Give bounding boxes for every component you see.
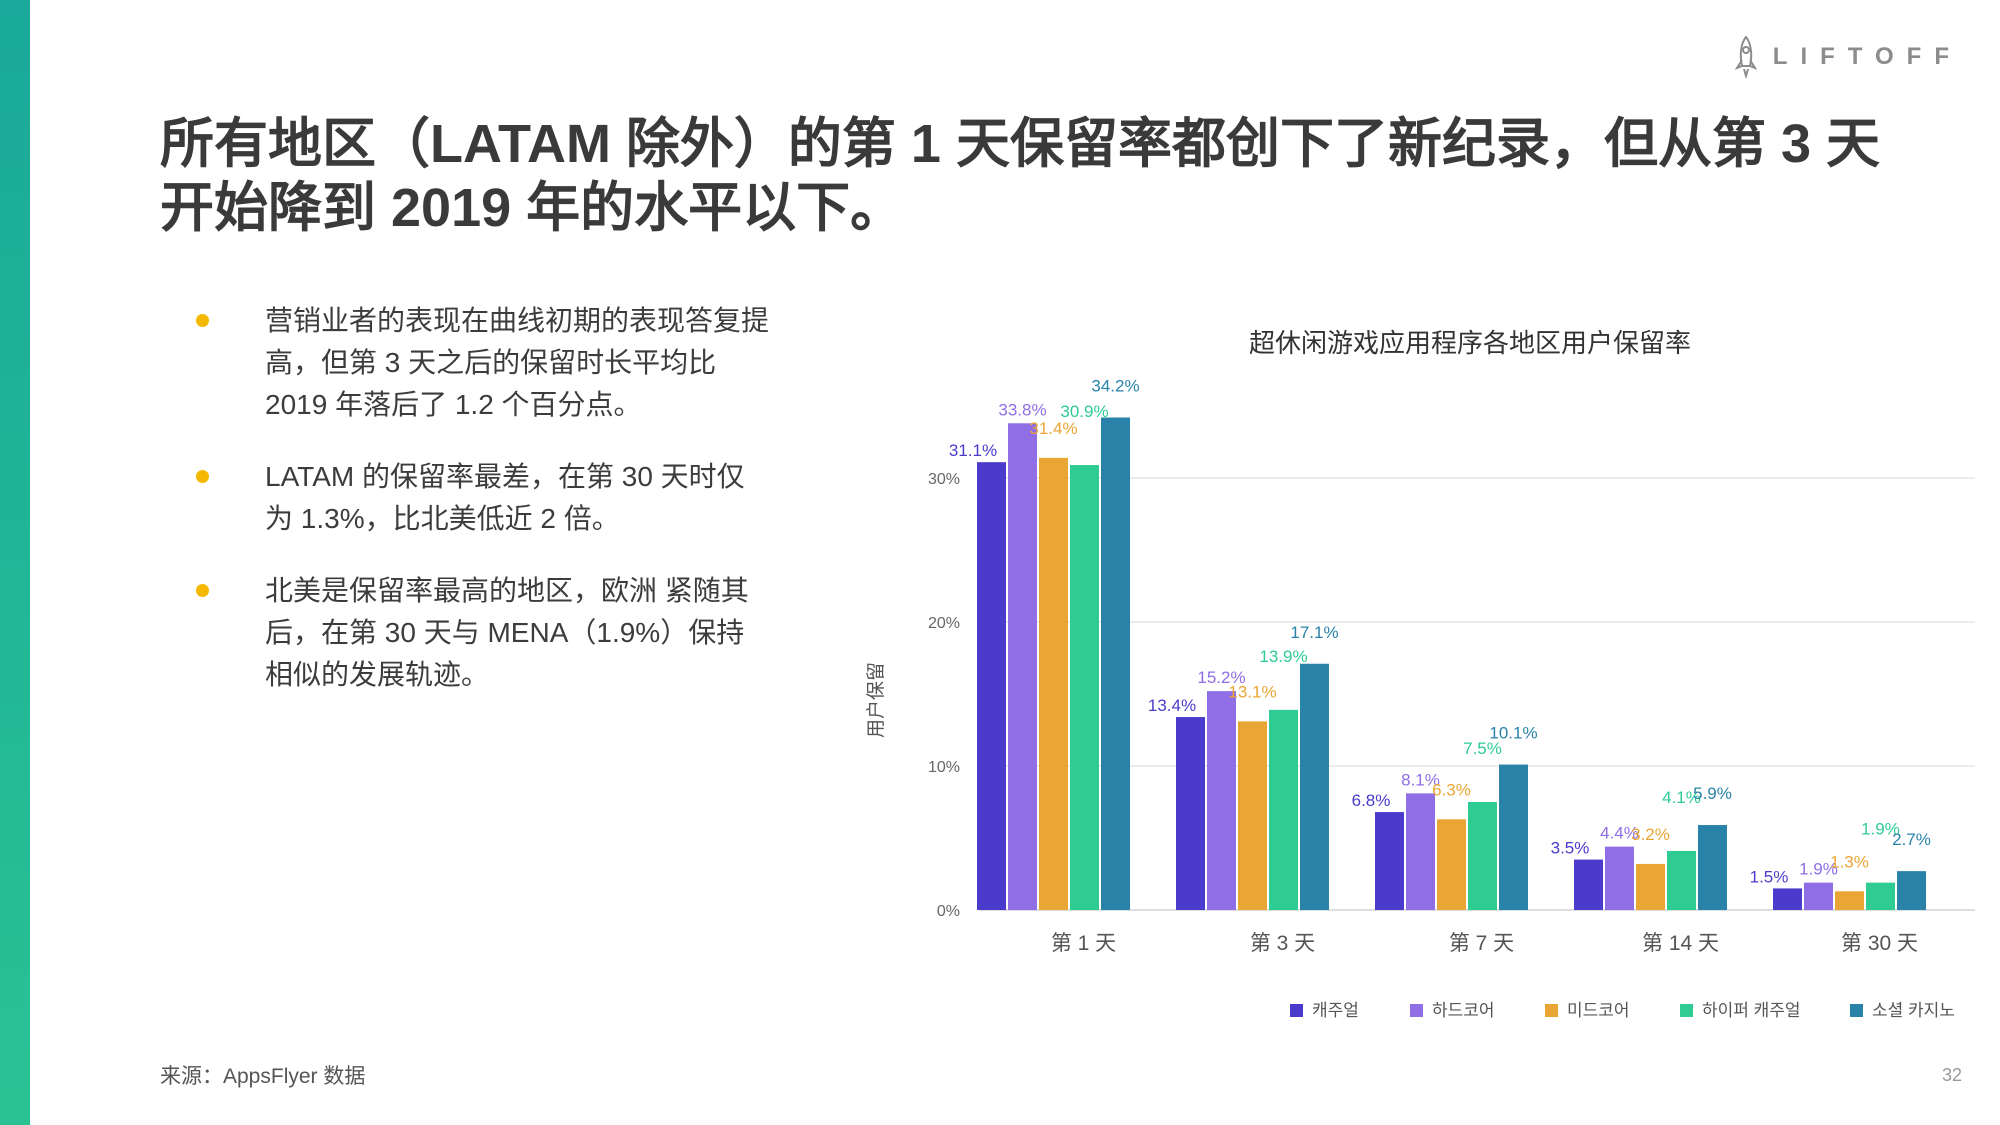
- data-label: 2.7%: [1892, 830, 1931, 849]
- data-label: 13.9%: [1259, 647, 1307, 666]
- side-accent-stripe: [0, 0, 30, 1125]
- bullet-text: 北美是保留率最高的地区，欧洲 紧随其后，在第 30 天与 MENA（1.9%）保…: [265, 575, 749, 690]
- page-number: 32: [1941, 1065, 1962, 1085]
- data-label: 3.2%: [1631, 825, 1670, 844]
- legend-swatch: [1410, 1004, 1423, 1017]
- legend-swatch: [1545, 1004, 1558, 1017]
- data-label: 30.9%: [1060, 402, 1108, 421]
- bar: [1300, 663, 1329, 910]
- bar: [1698, 825, 1727, 910]
- data-label: 1.9%: [1861, 820, 1900, 839]
- data-label: 4.4%: [1600, 824, 1639, 843]
- data-label: 34.2%: [1091, 377, 1139, 396]
- legend-swatch: [1850, 1004, 1863, 1017]
- bullet-text: LATAM 的保留率最差，在第 30 天时仅为 1.3%，比北美低近 2 倍。: [265, 461, 745, 534]
- bar: [1039, 457, 1068, 910]
- data-label: 13.1%: [1228, 682, 1276, 701]
- bar: [1406, 793, 1435, 910]
- legend-swatch: [1680, 1004, 1693, 1017]
- bar: [1773, 888, 1802, 910]
- bullet-dot-icon: [196, 314, 209, 327]
- bar-layer: [977, 417, 1926, 910]
- data-label: 4.1%: [1662, 788, 1701, 807]
- data-label: 31.4%: [1029, 419, 1077, 438]
- source-note: 来源：AppsFlyer 数据: [160, 1065, 366, 1088]
- retention-bar-chart: 超休闲游戏应用程序各地区用户保留率 用户保留 0% 10% 20% 30% 31.1%…: [865, 328, 1975, 1020]
- x-category-label: 第 3 天: [1250, 932, 1315, 955]
- bar: [1605, 846, 1634, 910]
- bar: [1667, 850, 1696, 910]
- data-label: 33.8%: [998, 400, 1046, 419]
- data-label: 1.3%: [1830, 852, 1869, 871]
- bar: [1866, 882, 1895, 910]
- brand-logo: LIFTOFF: [1734, 34, 1962, 80]
- bar: [1238, 721, 1267, 910]
- rocket-icon: [1734, 36, 1757, 78]
- bar: [1835, 891, 1864, 910]
- bar: [1468, 802, 1497, 910]
- data-label: 3.5%: [1551, 839, 1590, 858]
- chart-title: 超休闲游戏应用程序各地区用户保留率: [1249, 328, 1691, 358]
- bullet-dot-icon: [196, 470, 209, 483]
- bar: [1804, 882, 1833, 910]
- legend-label: 미드코어: [1567, 1001, 1630, 1020]
- data-label: 6.8%: [1352, 791, 1391, 810]
- y-tick-label: 30%: [928, 471, 960, 488]
- bar: [1574, 859, 1603, 910]
- legend-label: 하드코어: [1432, 1001, 1495, 1020]
- bar: [1499, 764, 1528, 910]
- bar: [1176, 717, 1205, 910]
- data-label: 1.5%: [1750, 867, 1789, 886]
- bar: [977, 462, 1006, 910]
- data-label: 7.5%: [1463, 739, 1502, 758]
- value-label-layer: 31.1% 33.8%31.4%30.9% 34.2% 13.4%15.2%13.1%…: [949, 377, 1931, 887]
- data-label: 17.1%: [1290, 623, 1338, 642]
- bar: [1101, 417, 1130, 910]
- bar: [1897, 871, 1926, 910]
- x-category-label: 第 7 天: [1449, 932, 1514, 955]
- y-tick-label: 20%: [928, 615, 960, 632]
- bar: [1008, 423, 1037, 910]
- category-label-layer: 第 1 天 第 3 天 第 7 天 第 14 天 第 30 天: [1051, 932, 1918, 955]
- x-category-label: 第 1 天: [1051, 932, 1116, 955]
- logo-text: LIFTOFF: [1772, 43, 1962, 70]
- legend-label: 소셜 카지노: [1872, 1001, 1955, 1020]
- y-tick-label: 0%: [937, 903, 960, 920]
- data-label: 31.1%: [949, 441, 997, 460]
- y-axis-label: 用户保留: [865, 662, 887, 738]
- legend: 캐주얼 하드코어 미드코어 하이퍼 캐주얼 소셜 카지노: [1290, 1001, 1955, 1020]
- bar: [1437, 819, 1466, 910]
- data-label: 13.4%: [1148, 696, 1196, 715]
- legend-label: 캐주얼: [1312, 1001, 1359, 1020]
- data-label: 6.3%: [1432, 780, 1471, 799]
- bullet-list: 营销业者的表现在曲线初期的表现答复提高，但第 3 天之后的保留时长平均比 201…: [190, 300, 770, 726]
- legend-swatch: [1290, 1004, 1303, 1017]
- data-label: 8.1%: [1401, 770, 1440, 789]
- bar: [1207, 691, 1236, 910]
- data-label: 15.2%: [1197, 668, 1245, 687]
- legend-label: 하이퍼 캐주얼: [1702, 1001, 1801, 1020]
- bullet-text: 营销业者的表现在曲线初期的表现答复提高，但第 3 天之后的保留时长平均比 201…: [265, 305, 770, 420]
- x-category-label: 第 30 天: [1841, 932, 1918, 955]
- bar: [1070, 465, 1099, 910]
- y-tick-label: 10%: [928, 759, 960, 776]
- bar: [1269, 709, 1298, 910]
- data-label: 5.9%: [1693, 784, 1732, 803]
- data-label: 1.9%: [1799, 860, 1838, 879]
- bullet-item: 营销业者的表现在曲线初期的表现答复提高，但第 3 天之后的保留时长平均比 201…: [190, 300, 770, 426]
- data-label: 10.1%: [1489, 724, 1537, 743]
- bar: [1375, 812, 1404, 910]
- bullet-item: 北美是保留率最高的地区，欧洲 紧随其后，在第 30 天与 MENA（1.9%）保…: [190, 570, 770, 696]
- bullet-item: LATAM 的保留率最差，在第 30 天时仅为 1.3%，比北美低近 2 倍。: [190, 456, 770, 540]
- bar: [1636, 863, 1665, 910]
- slide-title: 所有地区（LATAM 除外）的第 1 天保留率都创下了新纪录，但从第 3 天开始…: [160, 114, 1881, 238]
- x-category-label: 第 14 天: [1642, 932, 1719, 955]
- bullet-dot-icon: [196, 584, 209, 597]
